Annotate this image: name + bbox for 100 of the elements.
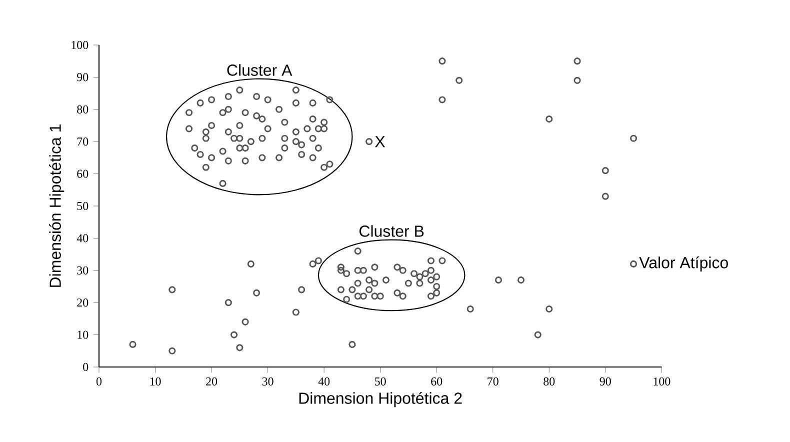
point xyxy=(230,134,238,142)
series-label: Cluster B xyxy=(360,225,424,237)
point xyxy=(354,248,362,255)
point xyxy=(314,125,322,132)
point xyxy=(253,112,260,120)
point xyxy=(298,141,306,148)
point xyxy=(494,276,502,284)
point xyxy=(292,86,300,94)
point xyxy=(371,264,378,271)
point xyxy=(224,106,232,113)
point xyxy=(264,96,272,104)
point xyxy=(196,99,204,106)
point xyxy=(219,148,226,155)
point xyxy=(422,270,429,278)
point xyxy=(309,260,316,268)
point xyxy=(168,286,176,294)
point xyxy=(410,270,418,278)
point xyxy=(304,125,311,132)
point xyxy=(258,154,266,162)
point xyxy=(292,99,300,106)
point xyxy=(433,282,440,290)
point xyxy=(466,305,474,313)
point xyxy=(185,125,193,132)
point xyxy=(264,125,272,132)
point xyxy=(219,109,226,116)
y-tick-label: 50 xyxy=(77,202,88,210)
point xyxy=(348,286,356,294)
point xyxy=(394,264,401,271)
point xyxy=(360,266,367,274)
point xyxy=(309,99,316,106)
x-tick-label: 100 xyxy=(654,377,670,386)
point xyxy=(399,292,406,300)
point xyxy=(236,122,244,130)
point xyxy=(208,122,216,130)
point xyxy=(298,286,306,294)
y-tick-label: 60 xyxy=(77,170,88,178)
point xyxy=(314,257,322,264)
point xyxy=(224,92,232,100)
point xyxy=(258,116,266,123)
point xyxy=(208,154,216,162)
point xyxy=(456,76,463,84)
point xyxy=(366,286,373,294)
point xyxy=(326,160,334,168)
point xyxy=(376,292,384,300)
x-tick-label: 90 xyxy=(600,377,611,386)
point xyxy=(326,96,334,104)
point xyxy=(427,292,435,300)
y-tick-label: 90 xyxy=(76,73,88,82)
point xyxy=(416,280,424,287)
point xyxy=(354,280,362,287)
point xyxy=(394,289,401,296)
point xyxy=(202,134,210,142)
x-axis-title: Dimension Hipotética 2 xyxy=(299,392,462,408)
point xyxy=(292,138,300,146)
x-tick-label: 80 xyxy=(544,377,555,386)
point xyxy=(433,289,440,296)
point xyxy=(343,296,350,303)
point xyxy=(281,144,288,152)
y-tick-label: 40 xyxy=(76,234,88,242)
point xyxy=(574,76,581,84)
point xyxy=(348,340,356,348)
point xyxy=(253,289,260,296)
point xyxy=(404,280,412,287)
x-tick-label: 70 xyxy=(488,377,498,386)
point xyxy=(292,308,300,316)
point xyxy=(371,292,378,300)
point xyxy=(433,273,440,280)
x-tick-label: 30 xyxy=(262,377,274,386)
point xyxy=(309,154,316,162)
point xyxy=(371,280,378,287)
point xyxy=(366,138,373,146)
point xyxy=(309,116,316,123)
point xyxy=(129,340,136,348)
y-axis-title: Dimensión Hipotética 1 xyxy=(49,124,64,287)
point xyxy=(202,164,210,171)
point xyxy=(242,144,249,152)
x-tick-label: 40 xyxy=(318,377,330,386)
point xyxy=(196,150,204,158)
point xyxy=(438,58,446,65)
x-tick-label: 20 xyxy=(206,377,218,386)
y-tick-label: 100 xyxy=(72,40,88,50)
point xyxy=(438,257,446,264)
point xyxy=(236,86,244,94)
point xyxy=(242,318,249,326)
point xyxy=(399,266,406,274)
point xyxy=(320,118,328,126)
point xyxy=(309,134,316,142)
point xyxy=(337,286,344,294)
point xyxy=(276,106,283,113)
y-tick-label: 30 xyxy=(77,266,88,274)
x-tick-label: 60 xyxy=(431,377,442,386)
point xyxy=(258,134,266,142)
point xyxy=(191,144,198,152)
point xyxy=(416,273,424,280)
point xyxy=(602,167,609,174)
point xyxy=(320,164,328,171)
y-tick-label: 0 xyxy=(83,362,88,372)
point xyxy=(168,347,176,354)
y-tick-label: 80 xyxy=(77,105,88,114)
point xyxy=(354,292,362,300)
